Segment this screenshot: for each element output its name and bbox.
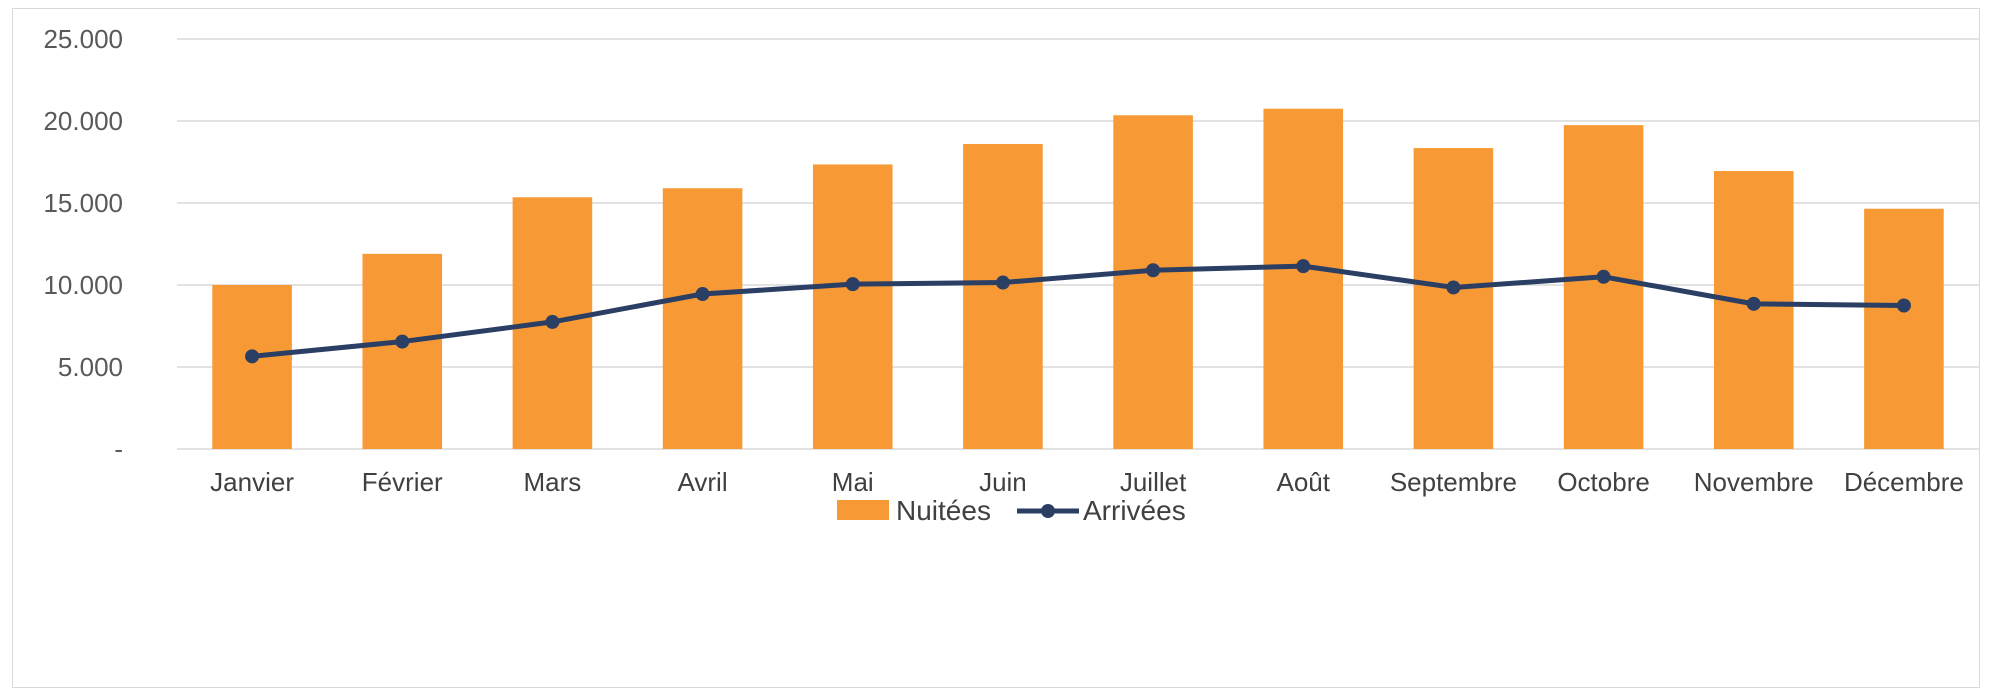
x-tick-label: Mai: [832, 467, 874, 497]
combo-chart: - 5.000 10.000 15.000 20.000 25.000 Janvier Fé…: [43, 24, 1979, 526]
gridlines: [177, 38, 1979, 450]
x-tick-label: Novembre: [1694, 467, 1814, 497]
x-tick-label: Décembre: [1844, 467, 1964, 497]
x-tick-label: Octobre: [1557, 467, 1650, 497]
legend-label-arrivees: Arrivées: [1083, 495, 1186, 526]
bar: [662, 188, 743, 450]
line-point: [1746, 296, 1761, 311]
legend: Nuitées Arrivées: [837, 495, 1186, 526]
line-point: [995, 275, 1010, 290]
y-tick-label: 25.000: [43, 24, 123, 54]
y-tick-label: 10.000: [43, 270, 123, 300]
x-axis-tick-labels: Janvier Février Mars Avril Mai Juin Juillet Aoû…: [210, 467, 1964, 497]
series-line: [251, 263, 1904, 359]
x-tick-label: Février: [362, 467, 443, 497]
x-tick-label: Septembre: [1390, 467, 1517, 497]
chart-container: - 5.000 10.000 15.000 20.000 25.000 Janvier Fé…: [12, 8, 1980, 688]
line-point: [1596, 269, 1611, 284]
legend-label-nuitees: Nuitées: [896, 495, 991, 526]
bar: [1113, 115, 1193, 449]
bar: [963, 143, 1043, 449]
y-tick-label: -: [114, 434, 123, 464]
x-tick-label: Mars: [524, 467, 582, 497]
y-tick-label: 20.000: [43, 106, 123, 136]
line-point: [1446, 280, 1461, 295]
bar: [212, 285, 292, 449]
line-point: [1296, 259, 1311, 274]
bar: [1413, 148, 1494, 449]
bar: [1563, 125, 1644, 449]
bar: [1864, 208, 1944, 449]
line-point: [245, 349, 260, 364]
x-tick-label: Juin: [979, 467, 1027, 497]
y-axis-tick-labels: - 5.000 10.000 15.000 20.000 25.000: [43, 24, 123, 464]
line-point: [1146, 263, 1161, 278]
bar: [1263, 108, 1344, 449]
line-point: [695, 287, 710, 302]
line-series-arrivees: [245, 259, 1911, 364]
line-point: [545, 314, 560, 329]
bar: [812, 164, 893, 449]
x-tick-label: Juillet: [1120, 467, 1187, 497]
line-point: [395, 334, 410, 349]
legend-swatch-nuitees: [837, 500, 889, 520]
bar: [362, 253, 443, 449]
x-tick-label: Avril: [678, 467, 728, 497]
legend-swatch-arrivees-marker: [1041, 504, 1055, 518]
x-tick-label: Août: [1277, 467, 1331, 497]
y-tick-label: 15.000: [43, 188, 123, 218]
y-tick-label: 5.000: [58, 352, 123, 382]
x-tick-label: Janvier: [210, 467, 294, 497]
line-point: [1896, 298, 1911, 313]
line-point: [845, 277, 860, 292]
